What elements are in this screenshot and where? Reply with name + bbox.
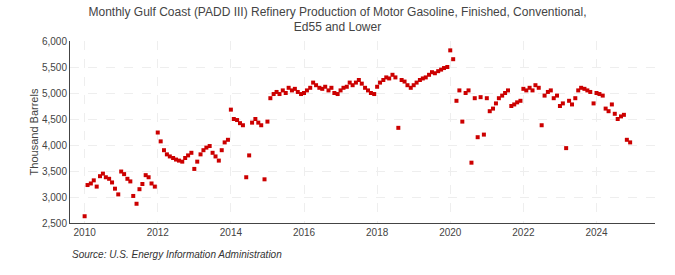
svg-text:3,000: 3,000 (42, 192, 67, 203)
svg-text:3,500: 3,500 (42, 166, 67, 177)
svg-text:5,500: 5,500 (42, 62, 67, 73)
svg-text:2,500: 2,500 (42, 218, 67, 229)
svg-text:6,000: 6,000 (42, 36, 67, 47)
svg-text:2016: 2016 (293, 227, 316, 238)
svg-text:5,000: 5,000 (42, 88, 67, 99)
svg-text:Source: U.S. Energy Informatio: Source: U.S. Energy Information Administ… (72, 249, 282, 260)
svg-text:2012: 2012 (147, 227, 170, 238)
svg-text:2018: 2018 (366, 227, 389, 238)
svg-text:2022: 2022 (512, 227, 535, 238)
svg-text:2024: 2024 (585, 227, 608, 238)
svg-text:Monthly Gulf Coast (PADD III): Monthly Gulf Coast (PADD III) Refinery P… (89, 5, 587, 35)
svg-text:Thousand Barrels: Thousand Barrels (28, 88, 40, 175)
svg-text:2010: 2010 (74, 227, 97, 238)
svg-text:2020: 2020 (439, 227, 462, 238)
svg-text:4,500: 4,500 (42, 114, 67, 125)
svg-text:4,000: 4,000 (42, 140, 67, 151)
svg-text:2014: 2014 (220, 227, 243, 238)
